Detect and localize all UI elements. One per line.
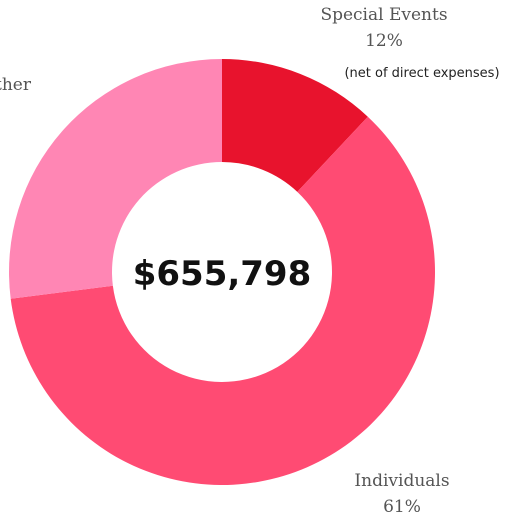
donut-slice <box>222 59 368 192</box>
slice-percent: 61% <box>383 497 421 517</box>
donut-slice <box>8 59 222 299</box>
slice-label: Special Events <box>320 5 447 25</box>
slice-label: Individuals <box>354 471 449 491</box>
annotation: (net of direct expenses) <box>344 66 499 81</box>
slice-percent: 12% <box>365 31 403 51</box>
center-total: $655,798 <box>133 254 312 294</box>
donut-slice <box>10 116 435 486</box>
slice-label: Other <box>0 75 32 95</box>
